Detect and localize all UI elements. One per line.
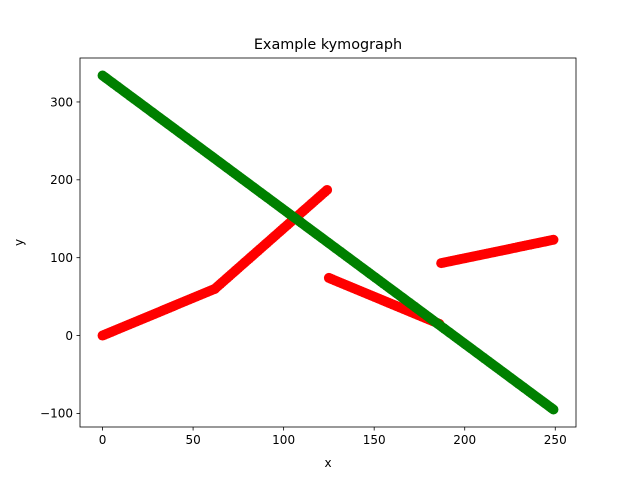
chart-title: Example kymograph: [254, 37, 402, 53]
x-tick-label: 100: [272, 433, 295, 447]
x-axis-ticks: 0 50 100 150 200 250: [99, 427, 567, 447]
axes-frame: [79, 57, 577, 428]
y-axis-ticks: −100 0 100 200 300: [40, 95, 80, 421]
y-tick-label: 200: [50, 173, 73, 187]
x-axis-label: x: [324, 456, 331, 470]
series-3: [436, 234, 559, 269]
x-tick-label: 0: [99, 433, 107, 447]
x-tick-label: 50: [185, 433, 200, 447]
series-4: [97, 70, 559, 415]
y-tick-label: 0: [65, 329, 73, 343]
y-tick-label: 100: [50, 251, 73, 265]
y-axis-label: y: [12, 239, 26, 246]
x-tick-label: 150: [363, 433, 386, 447]
x-tick-label: 250: [544, 433, 567, 447]
plot-area: [97, 70, 559, 415]
y-tick-label: 300: [50, 95, 73, 109]
data-point: [548, 234, 559, 245]
data-point: [548, 404, 559, 415]
series-1: [97, 184, 333, 341]
x-tick-label: 200: [453, 433, 476, 447]
y-tick-label: −100: [40, 407, 73, 421]
data-point: [322, 184, 333, 195]
